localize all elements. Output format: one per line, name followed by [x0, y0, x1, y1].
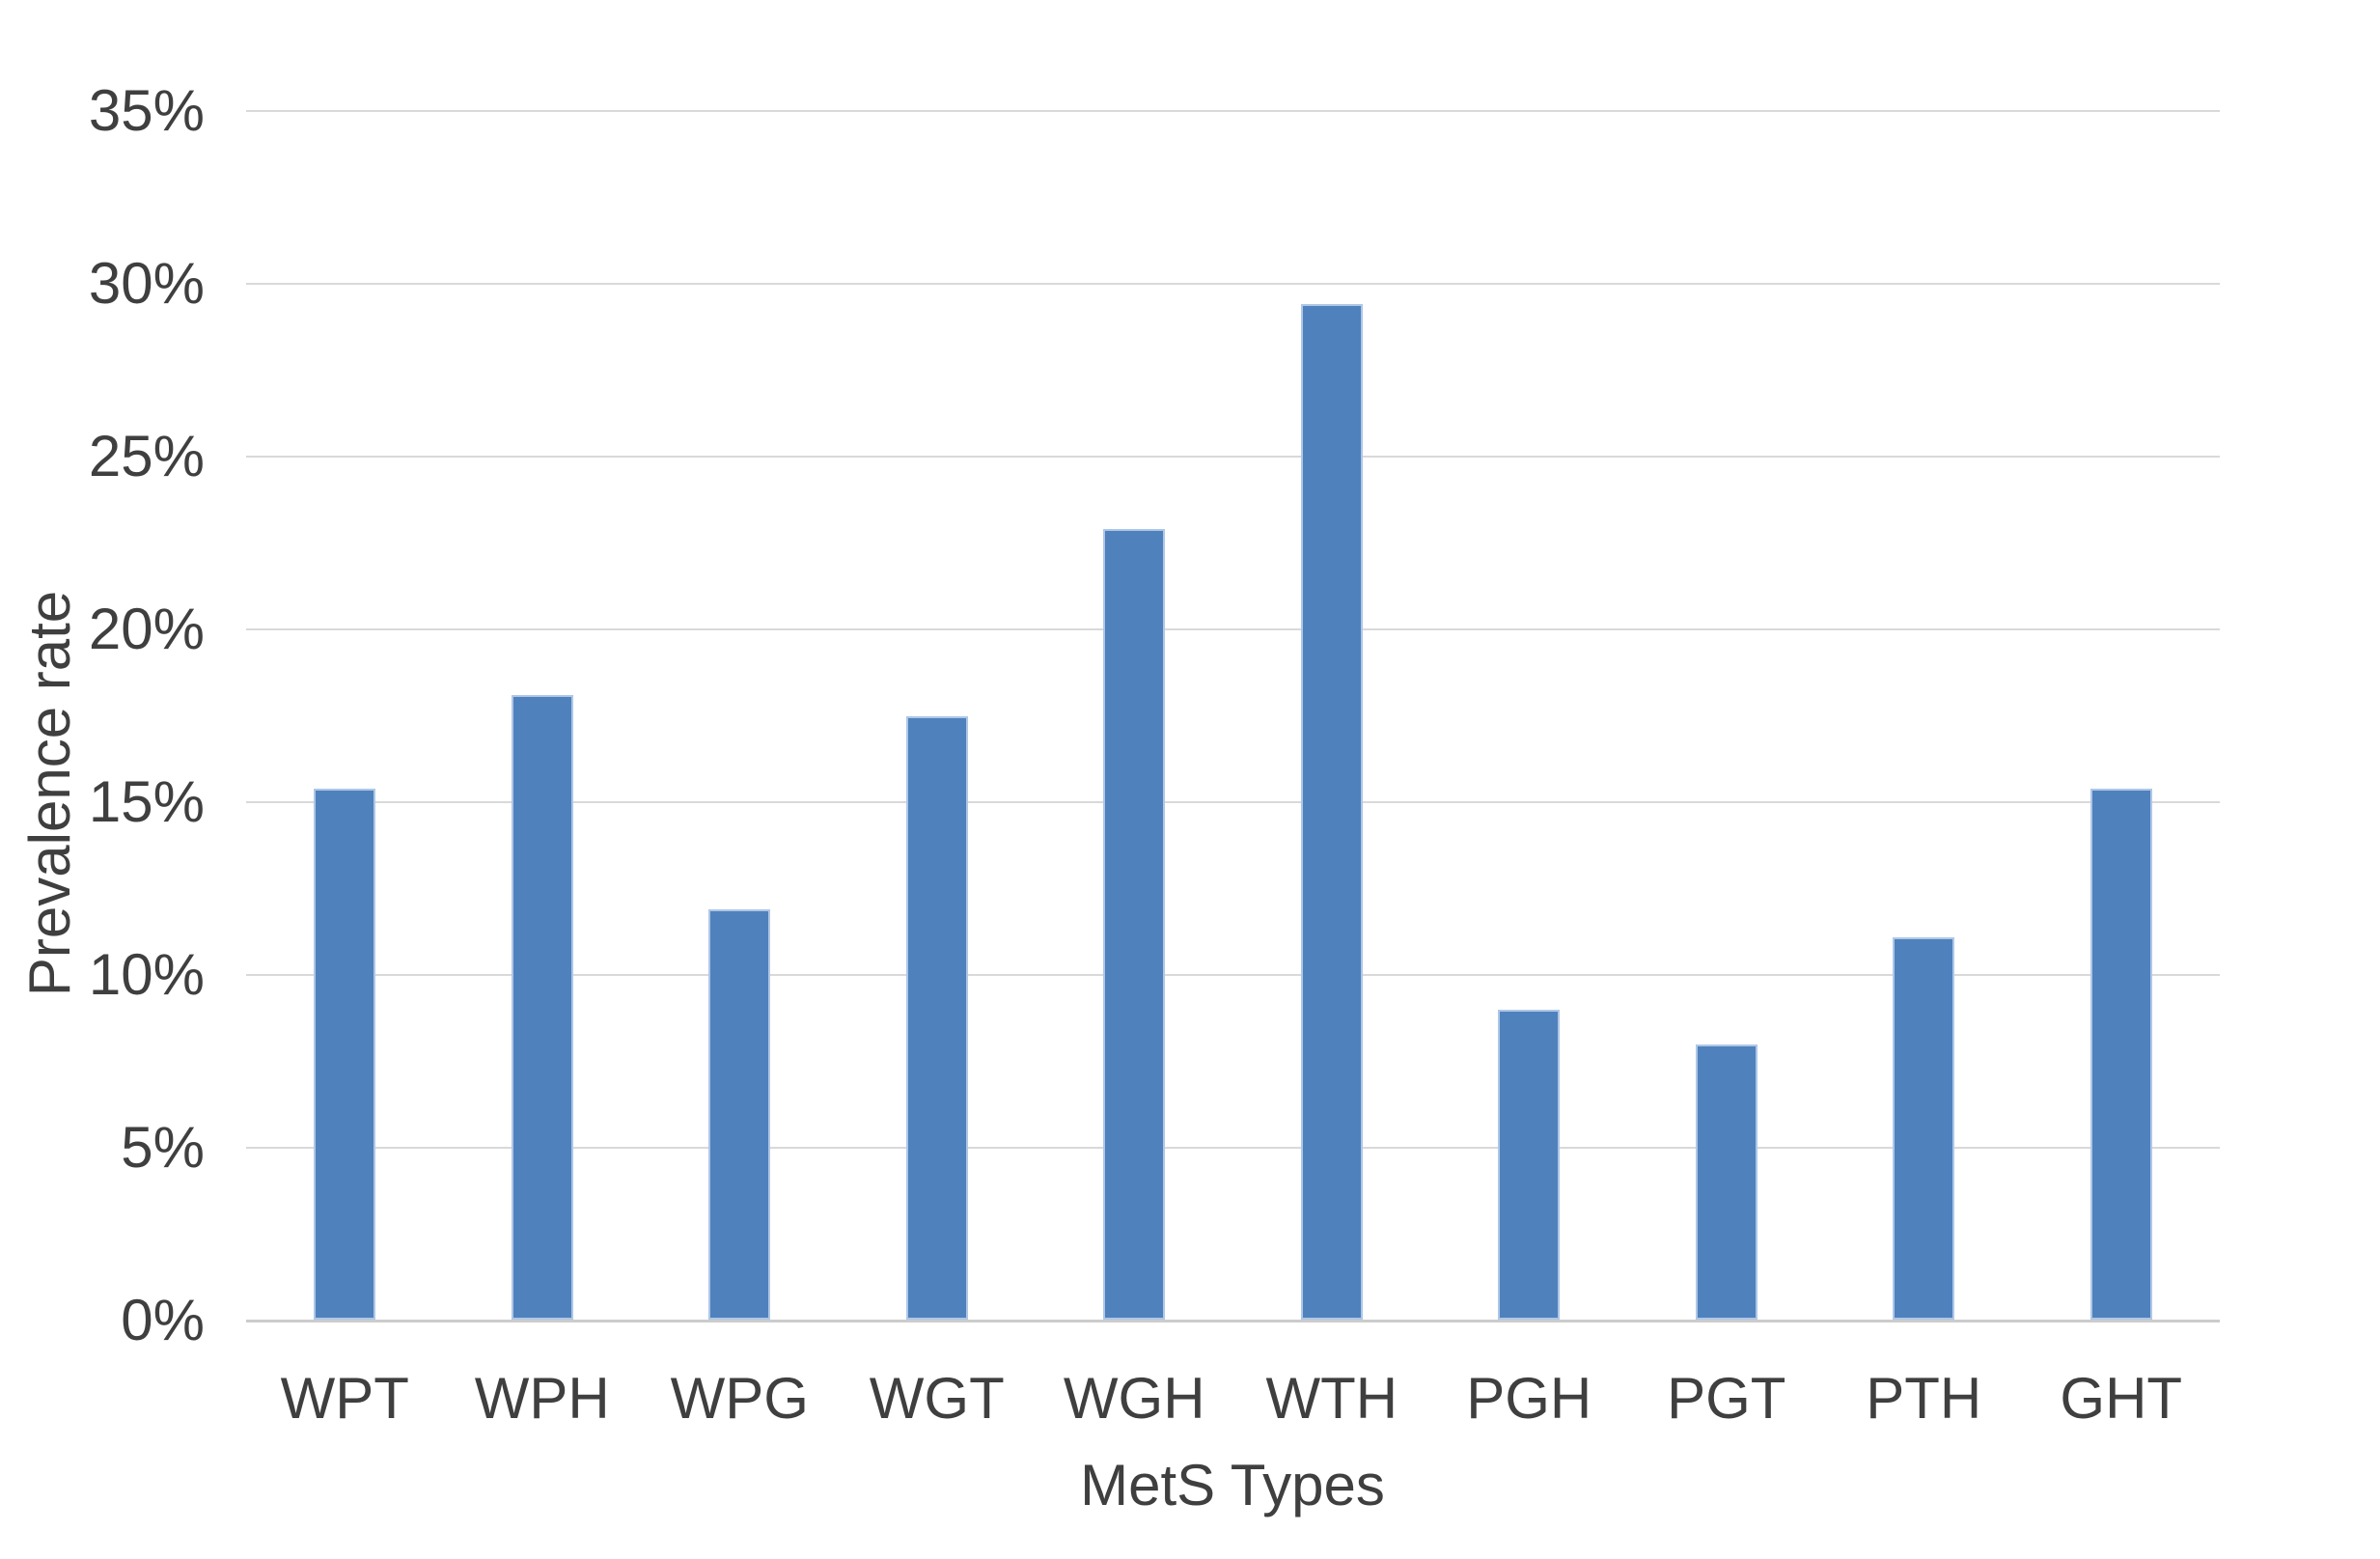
y-tick-label: 15%	[88, 769, 205, 834]
gridline	[246, 283, 2220, 285]
gridline	[246, 801, 2220, 803]
y-tick-label: 20%	[88, 597, 205, 661]
y-tick-label: 30%	[88, 251, 205, 316]
bar-wgh	[1103, 529, 1166, 1320]
x-tick-label: PGT	[1667, 1366, 1786, 1431]
x-tick-label: WGH	[1063, 1366, 1205, 1431]
y-tick-label: 5%	[121, 1115, 205, 1180]
x-axis-title: MetS Types	[1080, 1453, 1385, 1517]
gridline	[246, 974, 2220, 976]
bar-pgh	[1498, 1009, 1561, 1320]
bar-wpg	[708, 908, 771, 1320]
bar-wpt	[314, 788, 376, 1320]
bar-ght	[2089, 788, 2152, 1320]
x-tick-label: WPT	[280, 1366, 409, 1431]
y-tick-label: 0%	[121, 1288, 205, 1352]
x-tick-label: WPG	[670, 1366, 809, 1431]
bar-wth	[1300, 304, 1363, 1320]
gridline	[246, 1147, 2220, 1149]
gridline	[246, 110, 2220, 112]
gridline	[246, 456, 2220, 458]
x-tick-label: GHT	[2060, 1366, 2183, 1431]
bar-wgt	[905, 715, 968, 1320]
bar-wph	[511, 695, 573, 1320]
bar-pth	[1893, 936, 1955, 1320]
x-tick-label: WTH	[1265, 1366, 1398, 1431]
x-axis-line	[246, 1320, 2220, 1322]
x-tick-label: WGT	[869, 1366, 1005, 1431]
x-tick-label: PGH	[1466, 1366, 1592, 1431]
y-tick-label: 10%	[88, 942, 205, 1007]
x-tick-label: PTH	[1866, 1366, 1982, 1431]
gridline	[246, 628, 2220, 630]
x-tick-label: WPH	[474, 1366, 610, 1431]
y-tick-label: 35%	[88, 78, 205, 143]
plot-area	[246, 110, 2220, 1322]
bar-pgt	[1695, 1044, 1757, 1320]
y-tick-label: 25%	[88, 424, 205, 488]
